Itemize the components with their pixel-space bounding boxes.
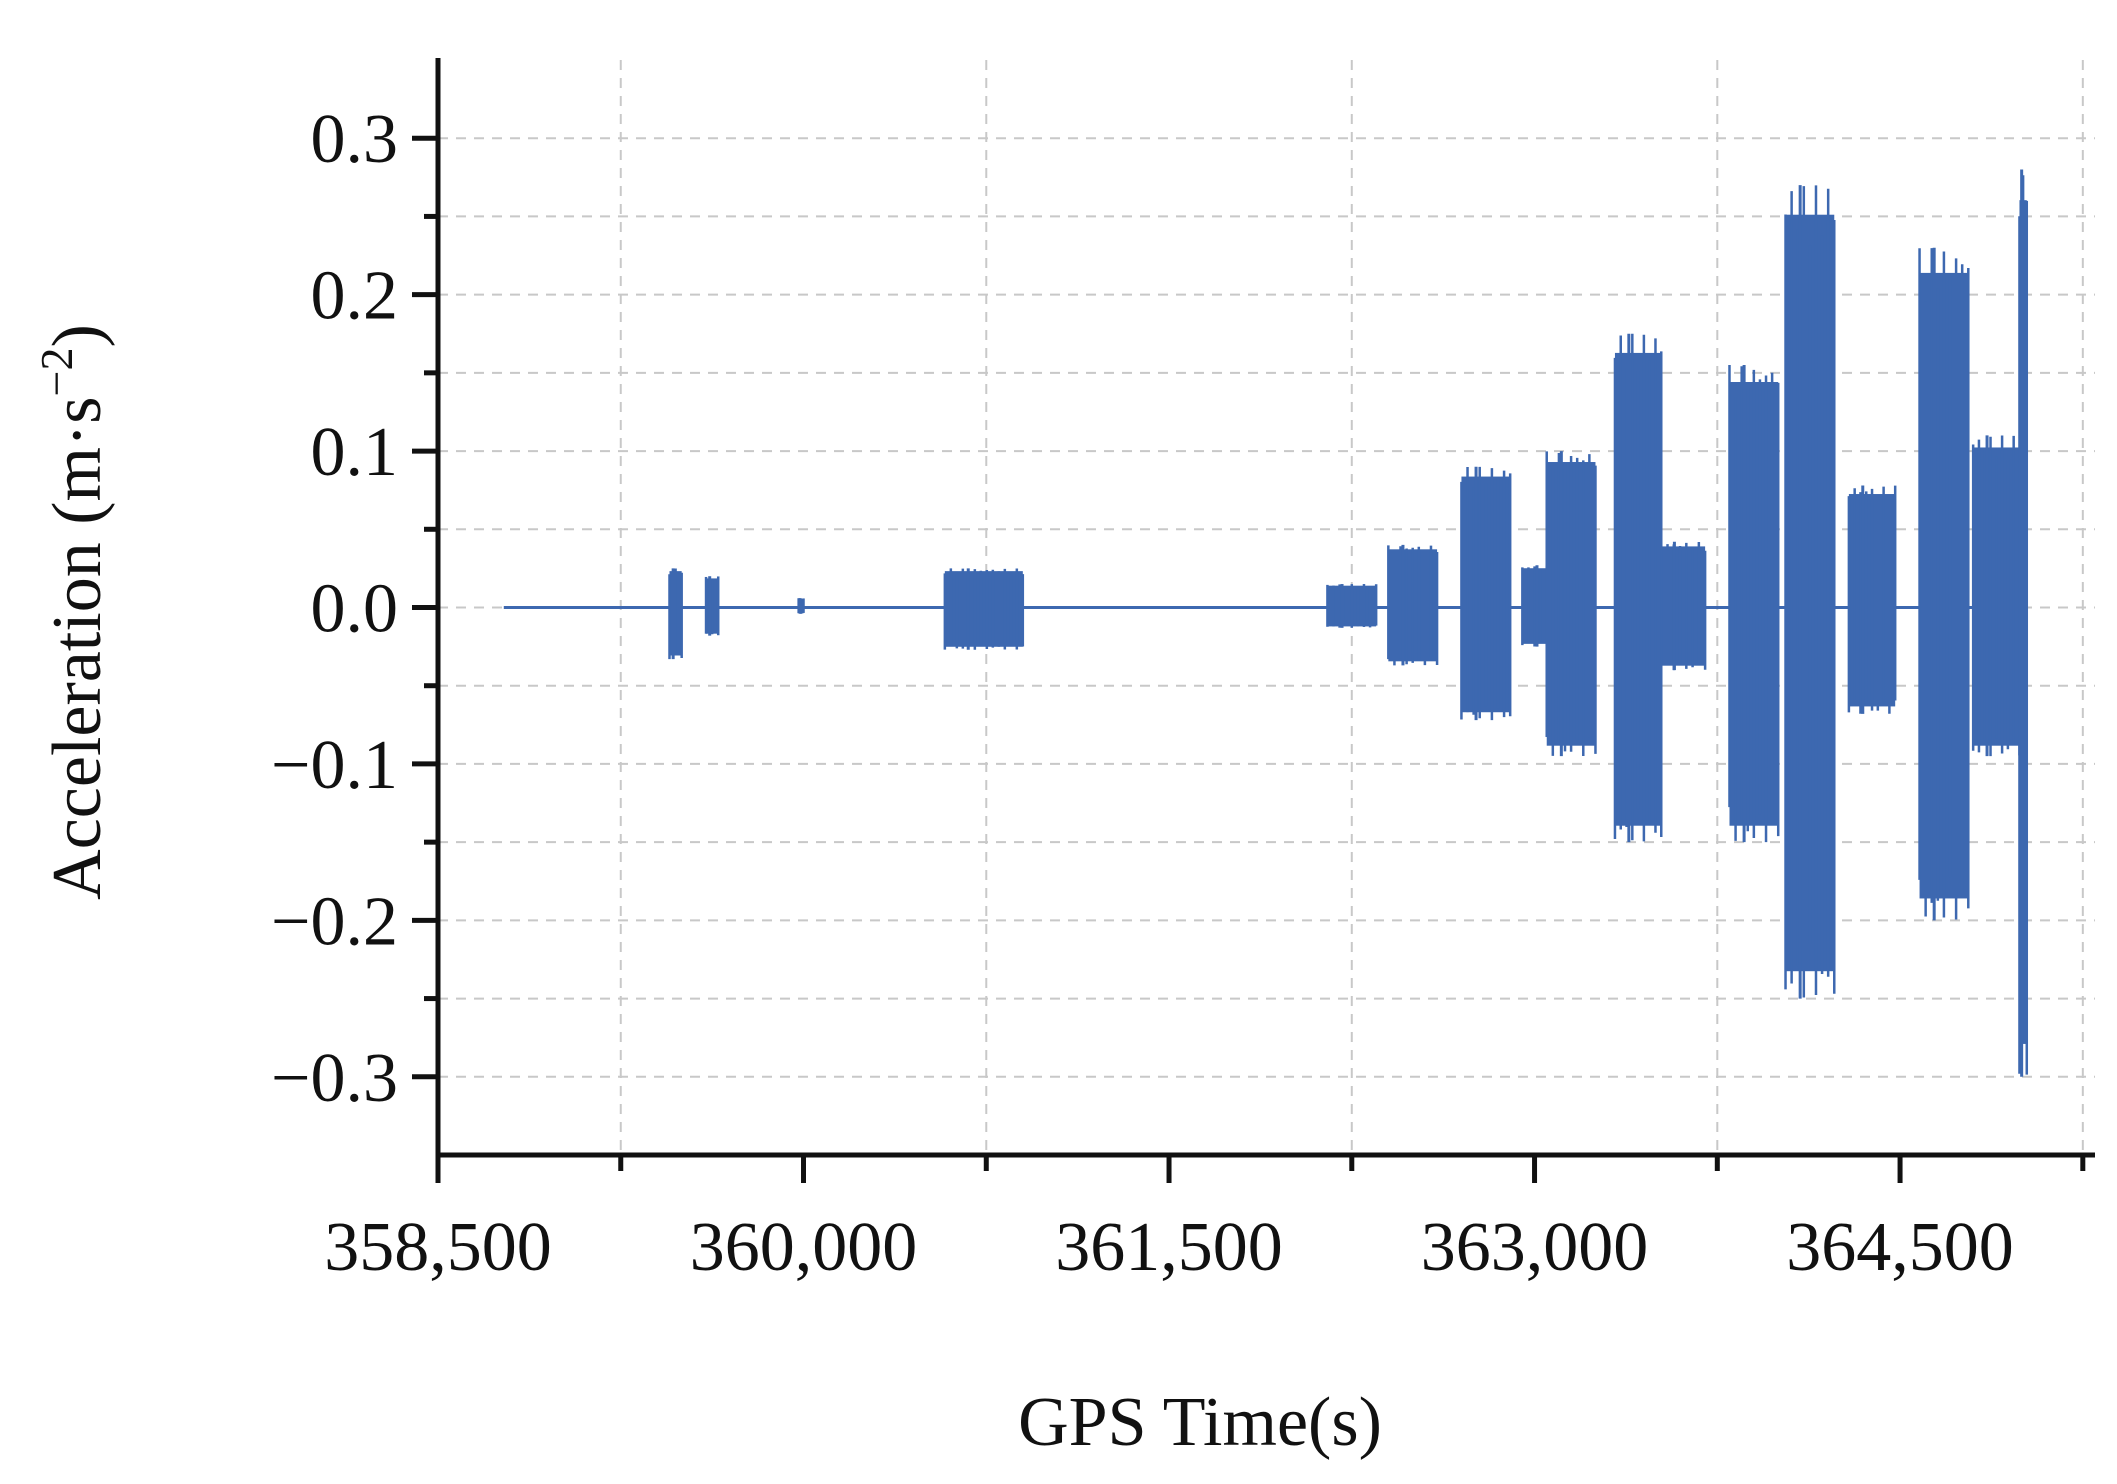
series-burst	[1387, 544, 1439, 666]
series-burst	[797, 598, 805, 614]
x-tick-label: 358,500	[324, 1209, 552, 1286]
x-axis-title: GPS Time(s)	[1018, 1384, 1382, 1461]
y-tick-label: −0.1	[271, 727, 398, 804]
series-burst	[2018, 169, 2029, 1077]
series-burst	[1784, 185, 1836, 999]
y-tick-label: −0.3	[271, 1040, 398, 1117]
series-burst	[1971, 435, 2021, 757]
series-burst	[1728, 365, 1780, 843]
series-burst	[1545, 451, 1597, 757]
series-burst	[668, 568, 683, 660]
acceleration-series	[503, 169, 2029, 1077]
y-tick-label: 0.2	[311, 258, 399, 335]
y-tick-labels: 0.3 0.2 0.1 0.0 −0.1 −0.2 −0.3	[271, 101, 398, 1117]
x-tick-label: 360,000	[690, 1209, 918, 1286]
series-burst	[1460, 466, 1512, 721]
series-burst	[1918, 247, 1970, 921]
x-tick-label: 364,500	[1786, 1209, 2014, 1286]
series-burst	[704, 576, 720, 636]
y-axis-title: Acceleration (m·s−2)	[31, 324, 116, 900]
series-burst	[1847, 485, 1897, 714]
y-tick-label: 0.1	[311, 414, 399, 491]
x-tick-labels: 358,500 360,000 361,500 363,000 364,500	[324, 1209, 2014, 1286]
series-burst	[943, 568, 1025, 650]
y-axis-title-exponent: −2	[31, 347, 82, 396]
y-axis-title-main: Acceleration (m·s	[39, 396, 116, 899]
series-burst	[1660, 541, 1707, 671]
y-tick-label: 0.0	[311, 571, 399, 648]
series-burst	[1326, 584, 1378, 628]
y-tick-label: 0.3	[311, 101, 399, 178]
y-axis-title-close: )	[39, 324, 116, 347]
series-burst	[1613, 333, 1663, 843]
tick-marks	[412, 135, 2086, 1183]
x-tick-label: 361,500	[1055, 1209, 1283, 1286]
y-tick-label: −0.2	[271, 883, 398, 960]
x-tick-label: 363,000	[1421, 1209, 1649, 1286]
